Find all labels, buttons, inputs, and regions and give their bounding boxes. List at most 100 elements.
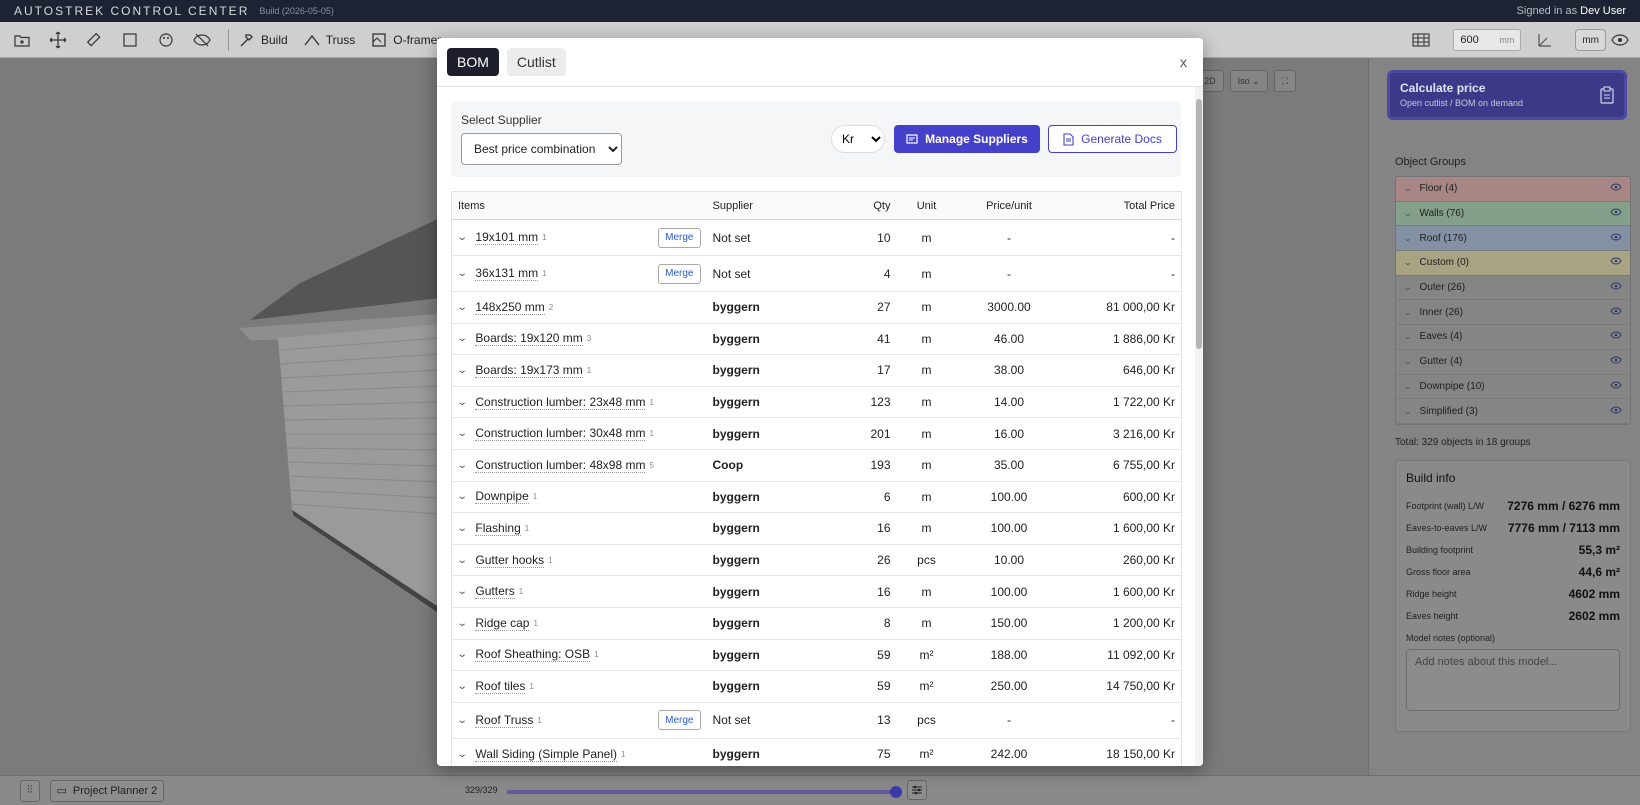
item-name[interactable]: Boards: 19x173 mm: [475, 362, 583, 378]
chevron-down-icon[interactable]: ⌄: [1402, 282, 1413, 293]
object-group-item[interactable]: ⌄ Floor (4): [1396, 177, 1630, 202]
merge-button[interactable]: Merge: [658, 710, 701, 731]
table-row[interactable]: ⌄ Boards: 19x120 mm 3 byggern 41 m 46.00 1 886,…: [451, 323, 1182, 356]
item-name[interactable]: 148x250 mm: [475, 299, 545, 315]
item-name[interactable]: Flashing: [475, 520, 521, 536]
tab-cutlist[interactable]: Cutlist: [506, 48, 566, 76]
table-row[interactable]: ⌄ Boards: 19x173 mm 1 byggern 17 m 38.00 646,00…: [451, 354, 1182, 387]
eye-off-icon[interactable]: [188, 26, 216, 54]
chevron-down-icon[interactable]: ⌄: [456, 333, 468, 345]
supplier-cell[interactable]: byggern: [706, 481, 837, 514]
object-group-item[interactable]: ⌄ Walls (76): [1396, 201, 1630, 227]
object-slider[interactable]: [507, 786, 902, 798]
grid-icon[interactable]: [1407, 26, 1435, 54]
merge-button[interactable]: Merge: [658, 263, 701, 284]
supplier-cell[interactable]: byggern: [706, 670, 837, 703]
eye-icon[interactable]: [1610, 208, 1622, 219]
filter-icon[interactable]: [907, 780, 927, 800]
project-button[interactable]: ▭ Project Planner 2: [49, 779, 165, 802]
supplier-cell[interactable]: byggern: [706, 639, 837, 672]
chevron-down-icon[interactable]: ⌄: [456, 748, 468, 760]
object-group-item[interactable]: ⌄ Roof (176): [1396, 226, 1630, 252]
chevron-down-icon[interactable]: ⌄: [456, 522, 468, 534]
generate-docs-button[interactable]: Generate Docs: [1048, 125, 1177, 153]
table-row[interactable]: ⌄ Downpipe 1 byggern 6 m 100.00 600,00 Kr: [451, 481, 1182, 514]
table-row[interactable]: ⌄ 19x101 mm 1 Merge Not set 10 m - -: [451, 219, 1182, 256]
table-row[interactable]: ⌄ Roof Sheathing: OSB 1 byggern 59 m² 188.00 11…: [451, 639, 1182, 672]
supplier-cell[interactable]: byggern: [706, 417, 837, 450]
move-icon[interactable]: [44, 26, 72, 54]
table-row[interactable]: ⌄ Gutter hooks 1 byggern 26 pcs 10.00 260,00 Kr: [451, 544, 1182, 577]
eye-icon[interactable]: [1610, 233, 1622, 244]
chevron-down-icon[interactable]: ⌄: [1402, 331, 1413, 342]
chevron-down-icon[interactable]: ⌄: [456, 554, 468, 566]
chevron-down-icon[interactable]: ⌄: [456, 491, 468, 503]
supplier-cell[interactable]: byggern: [706, 323, 837, 356]
table-row[interactable]: ⌄ Gutters 1 byggern 16 m 100.00 1 600,00 Kr: [451, 575, 1182, 608]
supplier-cell[interactable]: byggern: [706, 354, 837, 387]
item-name[interactable]: Roof Sheathing: OSB: [475, 647, 591, 663]
chevron-down-icon[interactable]: ⌄: [456, 396, 468, 408]
chevron-down-icon[interactable]: ⌄: [1402, 257, 1413, 268]
settings-sliders-icon[interactable]: ⫶⫶: [20, 779, 40, 802]
supplier-cell[interactable]: byggern: [706, 738, 837, 766]
chevron-down-icon[interactable]: ⌄: [456, 364, 468, 376]
slider-handle[interactable]: [890, 786, 902, 798]
table-row[interactable]: ⌄ Wall Siding (Simple Panel) 1 byggern 75 m² 2…: [451, 738, 1182, 766]
item-name[interactable]: 36x131 mm: [475, 266, 539, 281]
table-row[interactable]: ⌄ Roof Truss 1 Merge Not set 13 pcs - -: [451, 702, 1182, 739]
chevron-down-icon[interactable]: ⌄: [1402, 208, 1413, 219]
supplier-cell[interactable]: byggern: [706, 544, 837, 577]
table-row[interactable]: ⌄ Ridge cap 1 byggern 8 m 150.00 1 200,00 Kr: [451, 607, 1182, 640]
supplier-cell[interactable]: byggern: [706, 607, 837, 640]
grid-size-input[interactable]: 600 mm: [1453, 29, 1522, 51]
eye-icon[interactable]: [1610, 257, 1622, 268]
calculate-price-button[interactable]: Calculate price Open cutlist / BOM on de…: [1387, 70, 1627, 120]
table-row[interactable]: ⌄ Construction lumber: 48x98 mm 5 Coop 193 m 3…: [451, 449, 1182, 482]
chevron-down-icon[interactable]: ⌄: [456, 680, 468, 692]
chevron-down-icon[interactable]: ⌄: [1402, 380, 1413, 391]
supplier-select[interactable]: Best price combination: [461, 133, 622, 165]
chevron-down-icon[interactable]: ⌄: [1402, 232, 1413, 243]
object-group-item[interactable]: ⌄ Gutter (4): [1396, 349, 1630, 375]
item-name[interactable]: Wall Siding (Simple Panel): [475, 746, 617, 762]
oframer-button[interactable]: O-framer: [365, 26, 447, 54]
eye-icon[interactable]: [1610, 282, 1622, 293]
item-name[interactable]: Gutter hooks: [475, 552, 545, 568]
object-group-item[interactable]: ⌄ Downpipe (10): [1396, 374, 1630, 400]
fit-view-icon[interactable]: ⛶: [1273, 70, 1296, 92]
item-name[interactable]: Gutters: [475, 584, 515, 600]
palette-icon[interactable]: [152, 26, 180, 54]
user-name[interactable]: Dev User: [1580, 5, 1626, 17]
table-row[interactable]: ⌄ Construction lumber: 30x48 mm 1 byggern 20…: [451, 417, 1182, 450]
item-name[interactable]: Roof tiles: [475, 678, 526, 694]
chevron-down-icon[interactable]: ⌄: [456, 714, 468, 726]
chevron-down-icon[interactable]: ⌄: [456, 301, 468, 313]
object-group-item[interactable]: ⌄ Outer (26): [1396, 275, 1630, 301]
supplier-cell[interactable]: Not set: [706, 702, 837, 739]
chevron-down-icon[interactable]: ⌄: [456, 649, 468, 661]
item-name[interactable]: Construction lumber: 48x98 mm: [475, 457, 646, 473]
object-group-item[interactable]: ⌄ Simplified (3): [1396, 399, 1630, 424]
folder-add-icon[interactable]: [8, 26, 36, 54]
tab-bom[interactable]: BOM: [447, 48, 499, 76]
ruler-icon[interactable]: [80, 26, 108, 54]
eye-icon[interactable]: [1610, 356, 1622, 367]
supplier-cell[interactable]: Not set: [706, 255, 837, 292]
chevron-down-icon[interactable]: ⌄: [1402, 405, 1413, 416]
currency-select[interactable]: Kr: [831, 125, 885, 153]
modal-scrollbar[interactable]: [1195, 87, 1203, 766]
square-select-icon[interactable]: [116, 26, 144, 54]
object-group-item[interactable]: ⌄ Inner (26): [1396, 300, 1630, 326]
merge-button[interactable]: Merge: [658, 227, 701, 248]
table-row[interactable]: ⌄ Flashing 1 byggern 16 m 100.00 1 600,00 Kr: [451, 512, 1182, 545]
truss-button[interactable]: Truss: [298, 26, 362, 54]
table-row[interactable]: ⌄ 148x250 mm 2 byggern 27 m 3000.00 81 000,00 K…: [451, 291, 1182, 324]
build-button[interactable]: Build: [233, 26, 294, 54]
unit-toggle[interactable]: mm: [1575, 29, 1606, 51]
manage-suppliers-button[interactable]: Manage Suppliers: [894, 125, 1040, 153]
supplier-cell[interactable]: Not set: [706, 219, 837, 256]
item-name[interactable]: Ridge cap: [475, 615, 530, 631]
supplier-cell[interactable]: byggern: [706, 575, 837, 608]
eye-icon[interactable]: [1610, 331, 1622, 342]
